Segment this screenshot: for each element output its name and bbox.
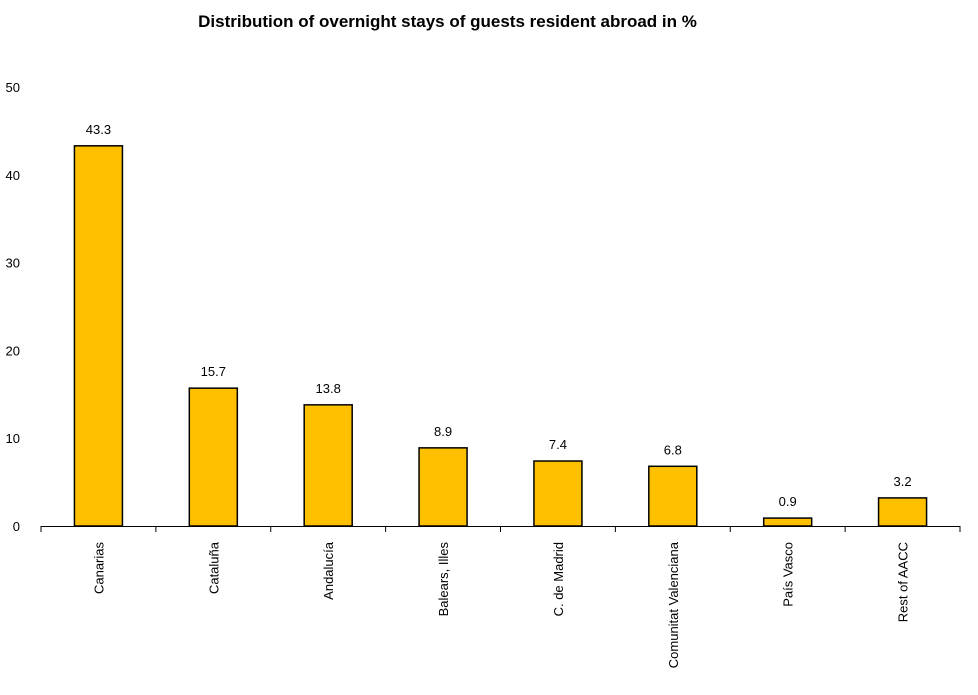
data-label: 15.7 — [201, 364, 226, 379]
y-tick-label: 40 — [6, 168, 20, 183]
x-tick-label: C. de Madrid — [551, 542, 566, 616]
data-label: 8.9 — [434, 424, 452, 439]
y-tick-label: 20 — [6, 343, 20, 358]
chart-title: Distribution of overnight stays of guest… — [198, 12, 697, 31]
x-tick-label: Comunitat Valenciana — [666, 541, 681, 668]
data-label: 3.2 — [894, 474, 912, 489]
y-tick-label: 30 — [6, 256, 20, 271]
x-tick-label: Canarias — [91, 542, 106, 595]
x-tick-label: Andalucía — [321, 541, 336, 600]
y-tick-label: 10 — [6, 431, 20, 446]
bar — [762, 517, 813, 527]
x-tick-label: Balears, Illes — [436, 542, 451, 617]
bar — [418, 447, 468, 527]
bar — [303, 404, 353, 527]
bar — [648, 465, 698, 527]
y-tick-label: 50 — [6, 80, 20, 95]
bar — [188, 387, 239, 527]
bar — [533, 460, 583, 527]
x-tick-label: Rest of AACC — [896, 542, 911, 622]
y-tick-label: 0 — [13, 519, 20, 534]
data-label: 43.3 — [86, 122, 111, 137]
data-label: 6.8 — [664, 442, 682, 457]
x-tick-label: País Vasco — [781, 542, 796, 607]
data-label: 0.9 — [779, 494, 797, 509]
data-label: 13.8 — [316, 381, 341, 396]
data-label: 7.4 — [549, 437, 567, 452]
bar — [73, 145, 124, 527]
bar — [877, 497, 928, 527]
x-tick-label: Cataluña — [206, 541, 221, 594]
